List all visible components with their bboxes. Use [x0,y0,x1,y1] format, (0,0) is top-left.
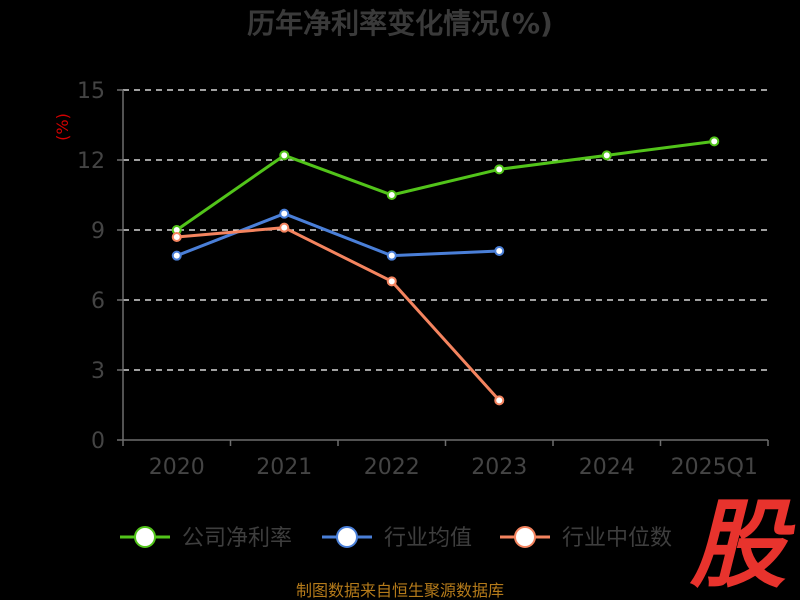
y-tick-labels: 0 3 6 9 12 15 [77,79,105,454]
data-point [494,164,505,175]
legend-item: 行业中位数 [500,526,672,551]
data-point [386,276,397,287]
data-point [279,208,290,219]
legend-item: 行业均值 [322,526,472,551]
data-point [171,250,182,261]
series-line [176,212,500,258]
y-tick-label: 12 [77,149,105,174]
y-tick-label: 0 [91,429,105,454]
x-tick-label: 2025Q1 [671,455,758,480]
x-tick-labels: 2020 2021 2022 2023 2024 2025Q1 [149,455,758,480]
legend-swatch-marker [134,526,156,548]
legend-swatch-marker [336,526,358,548]
y-tick-label: 6 [91,289,105,314]
legend-item: 公司净利率 [120,526,292,551]
legend-label: 行业中位数 [562,526,672,551]
x-tick-label: 2022 [364,455,420,480]
series-1 [171,136,720,235]
legend-label: 公司净利率 [182,526,292,551]
data-point [601,150,612,161]
series-3 [171,222,505,406]
series-2 [171,208,505,261]
legend: 公司净利率 行业均值 行业中位数 [120,526,672,551]
x-tick-label: 2020 [149,455,205,480]
grid-lines [123,89,768,371]
data-point [171,232,182,242]
source-note: 制图数据来自恒生聚源数据库 [296,581,504,600]
data-point [279,150,290,161]
y-tick-label: 15 [77,79,105,104]
chart-title: 历年净利率变化情况(%) [247,7,553,40]
x-tick-label: 2024 [579,455,635,480]
series-line [176,226,501,402]
data-point [386,250,397,261]
data-point [494,246,505,256]
legend-label: 行业均值 [384,526,472,551]
data-point [386,190,397,200]
brand-logo: 股 [689,489,796,600]
series-line [175,139,715,232]
y-axis-label: (%) [53,113,72,141]
y-tick-label: 9 [91,219,105,244]
x-tick-label: 2021 [256,455,312,480]
x-tick-label: 2023 [471,455,527,480]
data-point [279,222,290,233]
y-tick-label: 3 [91,359,105,384]
series-layer [171,136,720,406]
data-point [494,395,505,406]
data-point [709,136,720,147]
legend-swatch-marker [514,526,536,548]
axes [117,89,769,446]
